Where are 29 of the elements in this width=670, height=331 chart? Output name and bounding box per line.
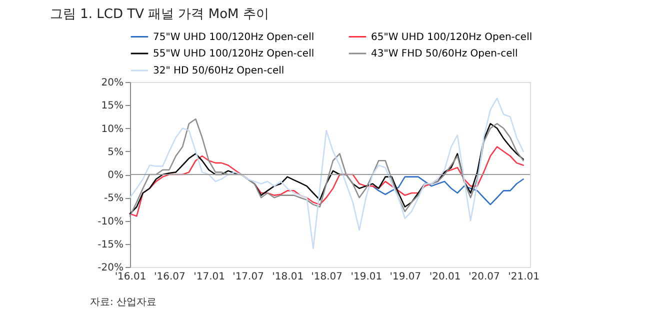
x-tick-label: '20.07 xyxy=(468,272,500,282)
legend-label: 32" HD 50/60Hz Open-cell xyxy=(153,66,284,76)
x-tick-label: '21.01 xyxy=(508,272,540,282)
x-tick-label: '19.07 xyxy=(390,272,422,282)
y-tick-label: -5% xyxy=(104,193,124,204)
line-series xyxy=(129,98,524,250)
legend-label: 75"W UHD 100/120Hz Open-cell xyxy=(153,32,314,43)
x-tick-label: '16.01 xyxy=(114,272,146,282)
legend-label: 43"W FHD 50/60Hz Open-cell xyxy=(371,48,518,60)
text: 자료: 산업자료 xyxy=(90,297,157,308)
chart-title: 그림 1. LCD TV 패널 가격 MoM 추이 xyxy=(50,7,269,22)
line-series xyxy=(372,176,524,206)
y-tick-label: 5% xyxy=(108,146,124,158)
x-tick-label: '18.01 xyxy=(272,272,304,282)
x-tick-label: '17.07 xyxy=(232,272,264,282)
y-tick-label: -15% xyxy=(98,239,124,250)
x-tick-label: '18.07 xyxy=(311,272,343,282)
y-tick-label: 20% xyxy=(101,78,124,88)
x-tick-label: '19.01 xyxy=(350,272,382,282)
x-tick-label: '17.01 xyxy=(194,272,225,282)
y-tick-label: 10% xyxy=(101,124,124,135)
y-tick-label: -10% xyxy=(98,216,124,228)
y-tick-label: -20% xyxy=(98,262,124,274)
y-tick-label: 15% xyxy=(101,100,124,112)
x-tick-label: '16.07 xyxy=(154,272,186,282)
legend-label: 65"W UHD 100/120Hz Open-cell xyxy=(371,32,532,43)
x-tick-label: '20.01 xyxy=(429,272,461,282)
y-tick-label: 0% xyxy=(108,170,124,181)
legend-label: 55"W UHD 100/120Hz Open-cell xyxy=(153,48,314,60)
